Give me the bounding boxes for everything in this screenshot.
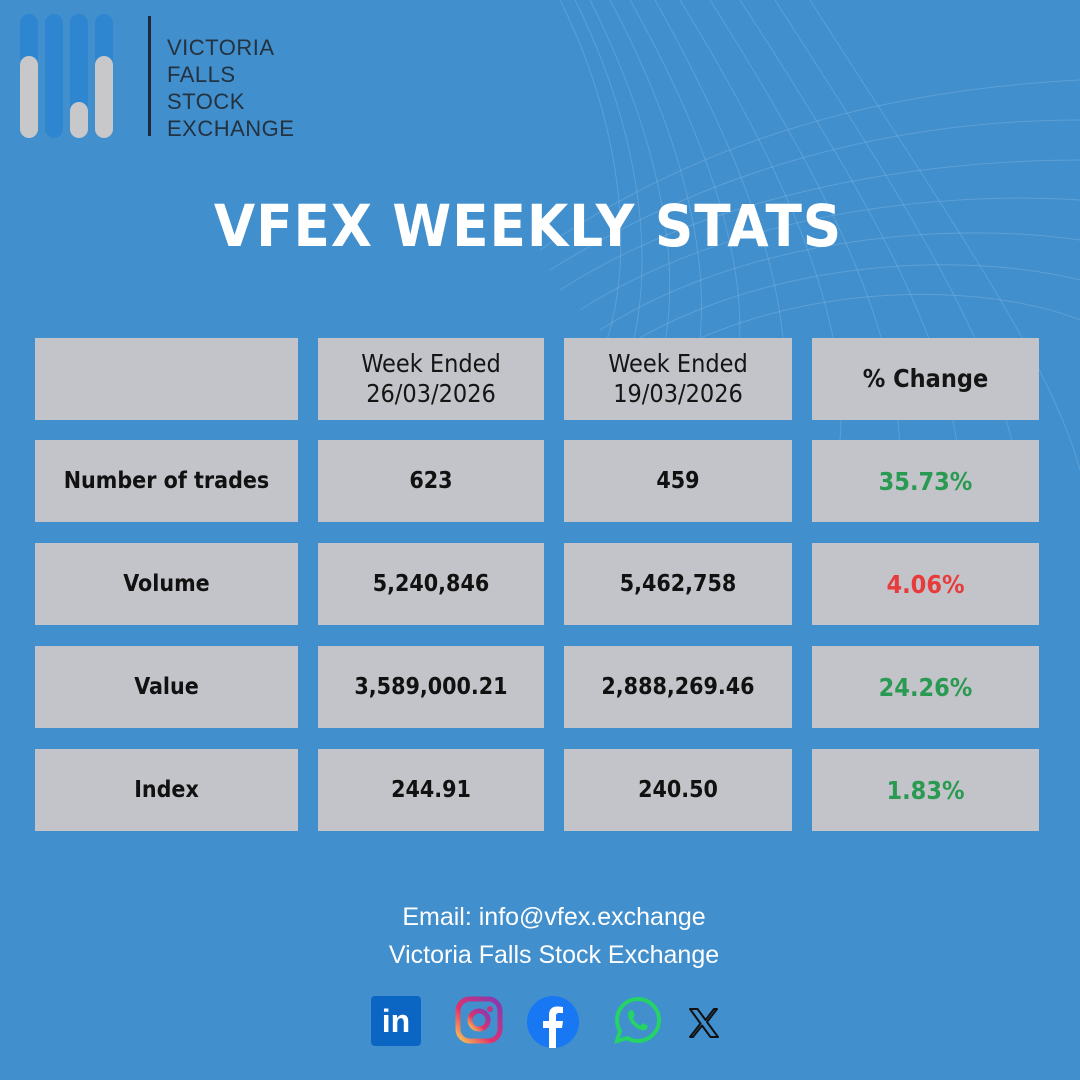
contact-email[interactable]: Email: info@vfex.exchange bbox=[402, 903, 706, 931]
facebook-icon[interactable] bbox=[527, 996, 579, 1048]
header-label: % Change bbox=[862, 364, 989, 393]
row-label-volume: Volume bbox=[35, 543, 298, 625]
cell-trades-change: 35.73% bbox=[812, 440, 1039, 522]
header-cell-current-week: Week Ended 26/03/2026 bbox=[318, 338, 544, 420]
header-label: Week Ended bbox=[361, 349, 501, 378]
cell-value-current: 3,589,000.21 bbox=[318, 646, 544, 728]
logo-wordmark: VICTORIA FALLS STOCK EXCHANGE bbox=[167, 34, 294, 142]
row-label-index: Index bbox=[35, 749, 298, 831]
logo-bars-icon bbox=[20, 14, 113, 138]
logo-line: VICTORIA bbox=[167, 35, 275, 60]
cell-index-current: 244.91 bbox=[318, 749, 544, 831]
whatsapp-icon[interactable] bbox=[614, 996, 662, 1044]
contact-footer: Email: info@vfex.exchange Victoria Falls… bbox=[0, 898, 1080, 974]
cell-trades-current: 623 bbox=[318, 440, 544, 522]
logo-line: FALLS bbox=[167, 62, 236, 87]
linkedin-icon-text: in bbox=[381, 1002, 411, 1039]
cell-value-previous: 2,888,269.46 bbox=[564, 646, 792, 728]
vfex-logo: VICTORIA FALLS STOCK EXCHANGE bbox=[20, 14, 294, 141]
header-date: 19/03/2026 bbox=[613, 379, 743, 408]
header-cell-previous-week: Week Ended 19/03/2026 bbox=[564, 338, 792, 420]
cell-value-change: 24.26% bbox=[812, 646, 1039, 728]
cell-volume-previous: 5,462,758 bbox=[564, 543, 792, 625]
header-date: 26/03/2026 bbox=[366, 379, 496, 408]
x-icon[interactable] bbox=[686, 1005, 722, 1041]
logo-line: STOCK bbox=[167, 89, 245, 114]
cell-trades-previous: 459 bbox=[564, 440, 792, 522]
row-label-value: Value bbox=[35, 646, 298, 728]
cell-volume-change: 4.06% bbox=[812, 543, 1039, 625]
cell-index-change: 1.83% bbox=[812, 749, 1039, 831]
cell-volume-current: 5,240,846 bbox=[318, 543, 544, 625]
page-title: VFEX WEEKLY STATS bbox=[213, 192, 843, 260]
logo-line: EXCHANGE bbox=[167, 116, 295, 141]
logo-divider bbox=[148, 16, 151, 136]
row-label-trades: Number of trades bbox=[35, 440, 298, 522]
instagram-icon[interactable] bbox=[455, 996, 503, 1044]
linkedin-icon[interactable]: in bbox=[371, 996, 421, 1046]
header-label: Week Ended bbox=[608, 349, 748, 378]
header-cell-change: % Change bbox=[812, 338, 1039, 420]
header-cell-empty bbox=[35, 338, 298, 420]
cell-index-previous: 240.50 bbox=[564, 749, 792, 831]
organization-name: Victoria Falls Stock Exchange bbox=[388, 941, 720, 969]
